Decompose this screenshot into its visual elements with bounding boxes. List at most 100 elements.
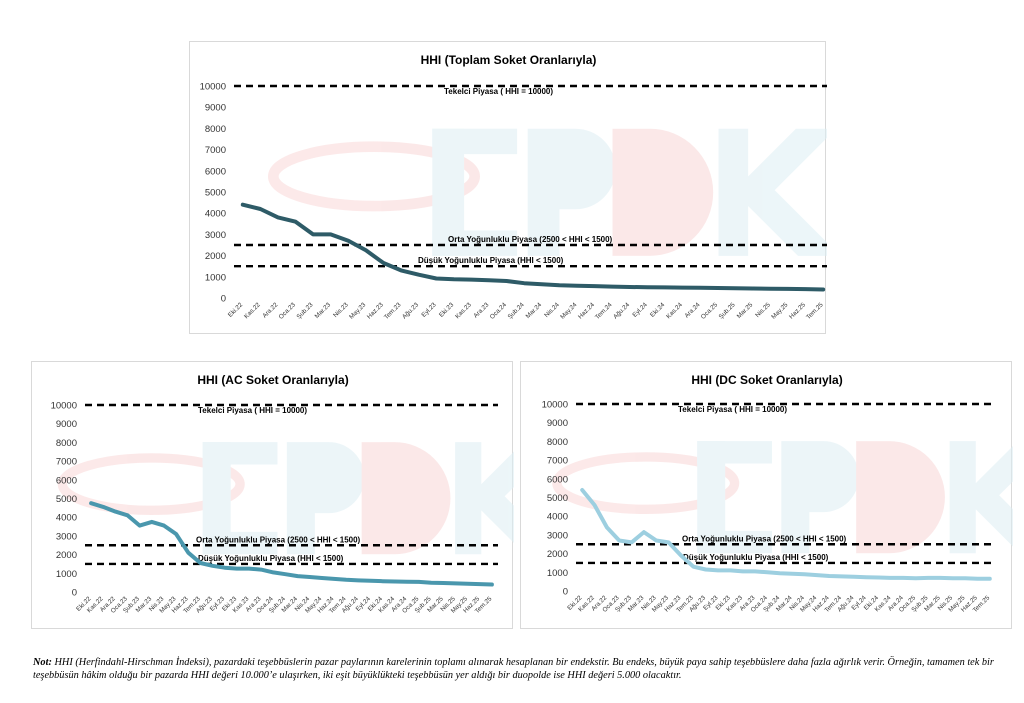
data-point <box>347 239 350 242</box>
data-point <box>988 577 992 581</box>
y-tick-label: 6000 <box>56 475 77 486</box>
footnote-text: HHI (Herfindahl-Hirschman İndeksi), paza… <box>33 657 994 681</box>
y-tick-label: 0 <box>72 588 77 599</box>
data-point <box>751 287 755 290</box>
epdk-watermark-logo <box>268 128 827 256</box>
x-tick-label: Kas.23 <box>454 301 473 320</box>
x-tick-label: Eki.24 <box>649 301 667 319</box>
data-point <box>523 281 526 285</box>
x-tick-label: Haz.24 <box>577 301 596 320</box>
letter-k-shape <box>949 441 1013 554</box>
data-point <box>889 576 893 580</box>
data-point <box>405 580 409 583</box>
y-tick-label: 8000 <box>56 438 77 449</box>
y-tick-label: 3000 <box>205 230 226 241</box>
footnote: Not: HHI (Herfindahl-Hirschman İndeksi),… <box>33 656 1003 682</box>
data-point <box>815 573 819 577</box>
x-tick-label: Ağu.23 <box>401 301 420 320</box>
epdk-watermark-logo <box>552 441 1013 554</box>
letter-e-bar-shape <box>697 441 772 464</box>
y-tick-label: 8000 <box>547 437 568 448</box>
data-point <box>605 526 609 529</box>
reference-label-orta: Orta Yoğunluklu Piyasa (2500 < HHI < 150… <box>196 535 361 544</box>
data-point <box>646 285 649 289</box>
data-point <box>681 286 684 289</box>
data-point <box>150 520 154 524</box>
data-point <box>272 571 275 574</box>
reference-label-dusuk: Düşük Yoğunluklu Piyasa (HHI < 1500) <box>683 553 829 562</box>
x-tick-label: Eyl.24 <box>631 301 649 319</box>
data-point <box>344 578 348 582</box>
x-tick-label: Haz.25 <box>788 301 807 320</box>
data-point <box>417 273 420 276</box>
chart-panel-total: HHI (Toplam Soket Oranlarıyla) 0 1000 2000 3… <box>189 41 827 334</box>
y-tick-label: 1000 <box>547 568 568 579</box>
data-point <box>199 561 202 565</box>
y-tick-label: 6000 <box>547 474 568 485</box>
data-point <box>865 575 868 579</box>
y-tick-label: 1000 <box>56 569 77 580</box>
data-point <box>235 567 239 570</box>
data-point <box>382 261 385 265</box>
data-point <box>162 524 166 527</box>
data-point <box>716 569 720 572</box>
data-point <box>840 575 843 578</box>
data-point <box>174 532 178 536</box>
data-point <box>540 283 543 286</box>
letter-k-shape <box>455 442 514 555</box>
data-point <box>332 577 336 581</box>
data-point <box>580 488 584 492</box>
x-tick-label: Mar.25 <box>736 301 755 320</box>
data-point <box>364 249 368 252</box>
y-tick-label: 10000 <box>200 82 226 93</box>
chart-panel-ac: HHI (AC Soket Oranlarıyla) 0 1000 2000 3000 4… <box>31 361 514 629</box>
y-tick-label: 9000 <box>56 419 77 430</box>
data-point <box>284 573 287 576</box>
data-point <box>259 207 262 211</box>
y-tick-label: 2000 <box>547 549 568 560</box>
letter-d-shape <box>856 441 945 554</box>
y-tick-label: 7000 <box>547 456 568 467</box>
letter-d-shape <box>361 442 451 555</box>
y-tick-label: 6000 <box>205 166 226 177</box>
y-tick-label: 1000 <box>205 272 226 283</box>
data-point <box>692 565 695 568</box>
x-tick-label: Kas.24 <box>665 301 684 320</box>
x-tick-label: Haz.23 <box>366 301 385 320</box>
reference-label-orta: Orta Yoğunluklu Piyasa (2500 < HHI < 150… <box>682 534 847 543</box>
y-tick-label: 0 <box>563 587 568 598</box>
data-point <box>822 288 825 291</box>
data-point <box>803 572 806 576</box>
data-point <box>241 203 244 206</box>
x-tick-label: Ara.23 <box>472 301 490 319</box>
letter-e-bar-shape <box>202 531 278 555</box>
data-point <box>877 576 880 579</box>
data-point <box>487 278 491 282</box>
chart-svg: HHI (AC Soket Oranlarıyla) 0 1000 2000 3000 4… <box>51 373 514 615</box>
y-tick-label: 4000 <box>205 209 226 220</box>
x-tick-label: Şub.23 <box>295 301 314 320</box>
y-tick-label: 5000 <box>56 494 77 505</box>
data-point <box>478 582 481 586</box>
x-tick-label: Oca.24 <box>489 301 509 321</box>
y-tick-label: 10000 <box>542 400 568 411</box>
data-point <box>311 233 315 236</box>
data-point <box>223 566 226 569</box>
data-point <box>766 571 769 574</box>
reference-label-dusuk: Düşük Yoğunluklu Piyasa (HHI < 1500) <box>198 554 344 563</box>
data-point <box>357 579 360 582</box>
x-tick-label: Tem.25 <box>805 301 825 321</box>
data-point <box>593 284 596 288</box>
x-tick-label: Mar.24 <box>525 301 544 320</box>
y-tick-label: 8000 <box>205 124 226 135</box>
x-tick-label: May.25 <box>770 301 790 321</box>
swoosh-shape <box>57 453 245 516</box>
x-tick-label: Oca.25 <box>700 301 720 321</box>
data-point <box>490 583 494 586</box>
x-tick-label: Mar.23 <box>314 301 333 320</box>
letter-e-bar-shape <box>202 442 278 465</box>
letter-p-shape <box>527 128 616 256</box>
data-point <box>435 277 438 280</box>
data-point <box>329 233 332 236</box>
data-point <box>593 503 596 507</box>
